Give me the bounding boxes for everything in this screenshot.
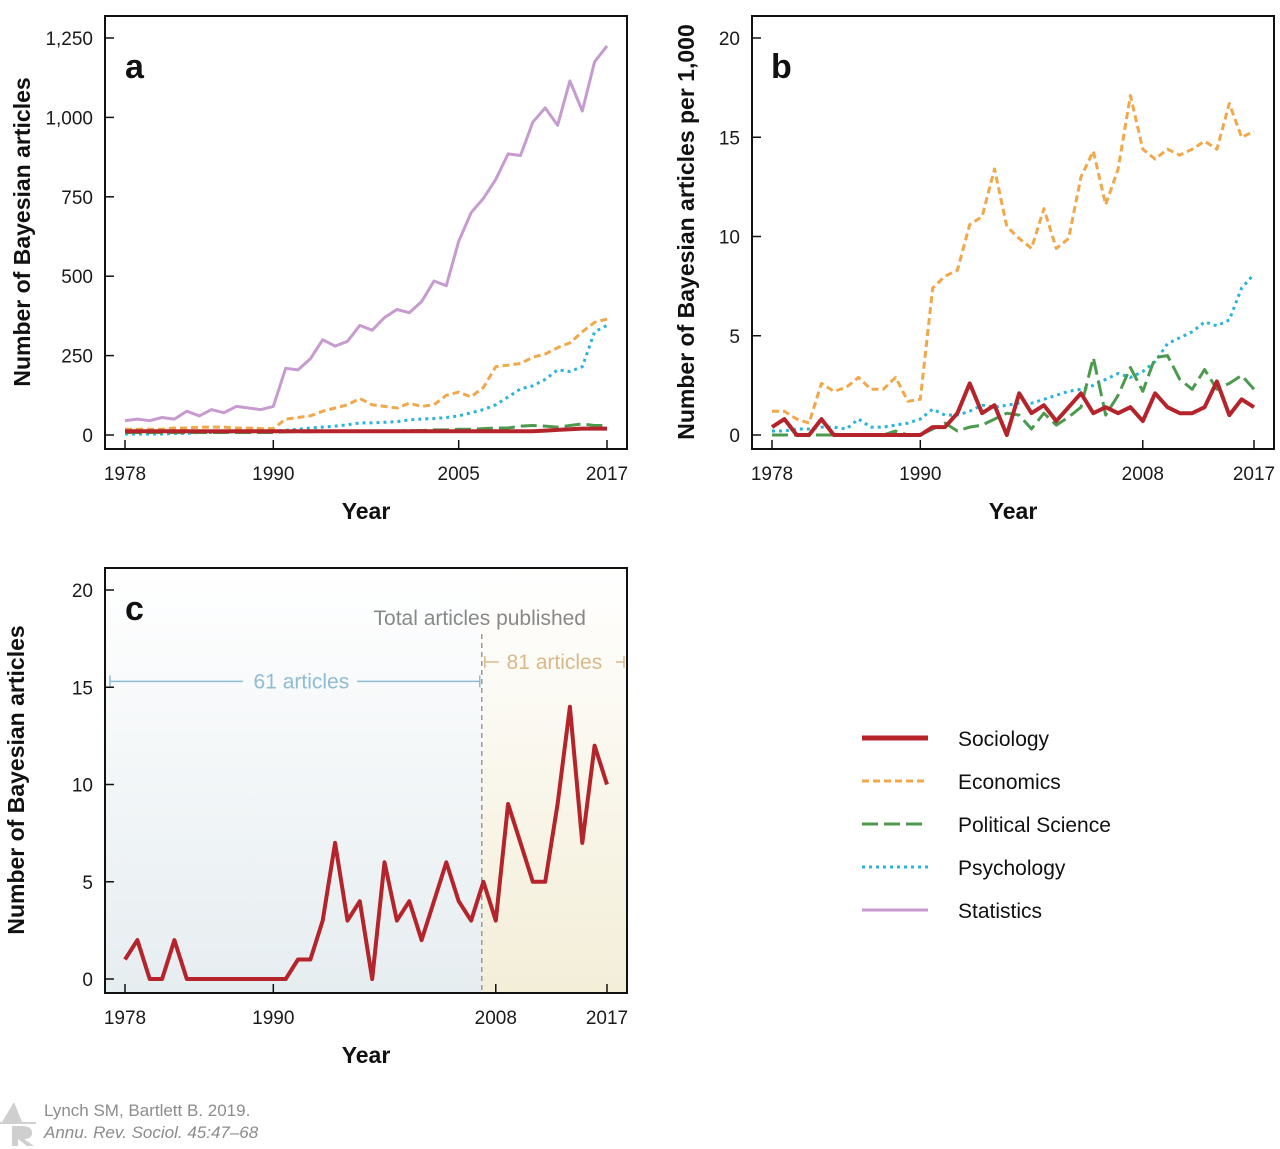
y-axis-label: Number of Bayesian articles — [9, 77, 35, 386]
panel-b: 0 5 10 15 20 1978 1990 2008 2017 Year Number of Ba… — [673, 15, 1275, 524]
panel-letter: a — [125, 48, 145, 86]
x-tick-label: 1978 — [104, 464, 146, 485]
y-tick-label: 1,000 — [45, 108, 93, 129]
legend-label-statistics: Statistics — [958, 900, 1042, 923]
span-background-right — [481, 568, 627, 993]
citation: Lynch SM, Bartlett B. 2019. Annu. Rev. S… — [44, 1100, 258, 1144]
annotation-left-span: 61 articles — [254, 670, 350, 693]
y-tick-label: 750 — [61, 188, 93, 209]
x-tick-label: 1990 — [252, 464, 294, 485]
x-tick-label: 2017 — [586, 464, 628, 485]
y-tick-label: 500 — [61, 267, 93, 288]
series-line-politics — [772, 354, 1256, 437]
legend-label-economics: Economics — [958, 771, 1061, 794]
y-tick-label: 20 — [72, 581, 93, 602]
legend: Sociology Economics Political Science Psych… — [862, 728, 1111, 923]
y-tick-label: 0 — [82, 970, 93, 991]
panel-c: Total articles published 61 articles 81 ar… — [3, 567, 628, 1068]
x-tick-label: 1978 — [104, 1008, 146, 1029]
legend-label-sociology: Sociology — [958, 728, 1050, 751]
legend-label-politics: Political Science — [958, 814, 1111, 837]
series-line-sociology — [125, 426, 607, 434]
annotation-title: Total articles published — [374, 607, 586, 630]
citation-journal: Annu. Rev. Sociol. 45:47–68 — [44, 1123, 259, 1142]
plot-frame — [104, 567, 628, 994]
span-background-left — [105, 568, 482, 993]
x-tick-label: 2017 — [1233, 464, 1275, 485]
x-tick-label: 2017 — [586, 1008, 628, 1029]
y-tick-label: 10 — [719, 228, 740, 249]
series-line-psychology — [772, 273, 1256, 433]
x-tick-label: 2005 — [438, 464, 480, 485]
plot-frame — [751, 15, 1275, 450]
x-tick-label: 1990 — [899, 464, 941, 485]
x-tick-label: 2008 — [1122, 464, 1164, 485]
x-tick-label: 1990 — [252, 1008, 294, 1029]
y-tick-label: 5 — [729, 327, 740, 348]
publisher-logo — [0, 1102, 36, 1146]
y-tick-label: 15 — [72, 678, 93, 699]
series-line-psychology — [125, 324, 608, 436]
y-tick-label: 0 — [82, 426, 93, 447]
y-tick-label: 5 — [82, 873, 93, 894]
x-axis-label: Year — [989, 498, 1038, 524]
y-tick-label: 250 — [61, 347, 93, 368]
y-axis-label: Number of Bayesian articles per 1,000 — [673, 24, 699, 439]
annotation-right-span: 81 articles — [507, 651, 603, 674]
y-axis-label: Number of Bayesian articles — [3, 625, 29, 934]
x-axis-label: Year — [342, 1042, 391, 1068]
citation-authors: Lynch SM, Bartlett B. 2019. — [44, 1101, 251, 1120]
series-line-economics — [125, 317, 608, 431]
x-tick-label: 1978 — [751, 464, 793, 485]
series-line-sociology — [123, 704, 609, 981]
series-line-economics — [772, 94, 1255, 425]
plot-frame — [104, 15, 628, 450]
y-tick-label: 0 — [729, 426, 740, 447]
x-axis-label: Year — [342, 498, 391, 524]
legend-label-psychology: Psychology — [958, 857, 1066, 880]
y-tick-label: 15 — [719, 128, 740, 149]
y-tick-label: 20 — [719, 29, 740, 50]
x-tick-label: 2008 — [475, 1008, 517, 1029]
panel-letter: c — [125, 590, 144, 628]
y-tick-label: 10 — [72, 776, 93, 797]
series-line-sociology — [770, 379, 1256, 437]
panel-a: 0 250 500 750 1,000 1,250 1978 1990 2005 2017 Year… — [9, 15, 628, 524]
series-line-statistics — [124, 44, 609, 423]
panel-letter: b — [771, 48, 792, 86]
y-tick-label: 1,250 — [45, 29, 93, 50]
